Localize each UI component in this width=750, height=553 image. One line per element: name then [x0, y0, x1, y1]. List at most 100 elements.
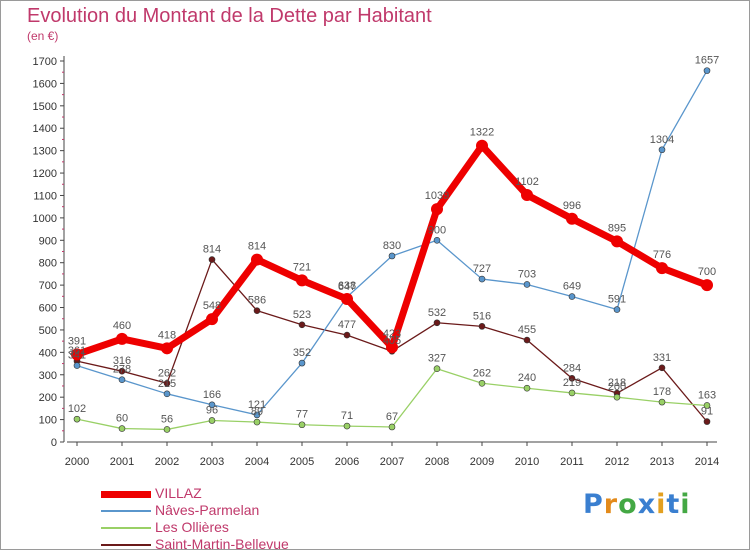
y-tick-label: 1000 [33, 213, 57, 225]
point-les-ollieres [613, 393, 621, 401]
point-villaz [296, 274, 308, 287]
point-villaz [521, 189, 533, 202]
point-naves-parmelan [163, 390, 171, 398]
data-label-saint-martin-bellevue: 455 [518, 324, 536, 336]
y-tick-label: 1200 [33, 168, 57, 180]
y-tick-label: 1700 [33, 56, 57, 68]
data-label-naves-parmelan: 591 [608, 294, 626, 306]
data-label-les-ollieres: 71 [341, 410, 353, 422]
data-label-les-ollieres: 163 [698, 389, 716, 401]
data-label-saint-martin-bellevue: 331 [653, 352, 671, 364]
data-label-villaz: 1102 [515, 176, 539, 188]
point-les-ollieres [703, 402, 711, 409]
point-saint-martin-bellevue [343, 331, 351, 339]
y-tick-label: 200 [39, 392, 57, 404]
x-tick-label: 2011 [560, 456, 584, 468]
point-villaz [386, 341, 398, 354]
legend-swatch [101, 510, 151, 512]
point-villaz [71, 348, 83, 361]
chart-title: Evolution du Montant de la Dette par Hab… [27, 5, 432, 27]
data-label-les-ollieres: 89 [251, 406, 263, 418]
data-label-villaz: 996 [563, 200, 581, 212]
point-naves-parmelan [298, 359, 306, 367]
x-tick-label: 2010 [515, 456, 539, 468]
point-les-ollieres [388, 423, 396, 431]
x-tick-label: 2014 [695, 456, 719, 468]
point-saint-martin-bellevue [523, 336, 531, 344]
y-tick-label: 1300 [33, 146, 57, 158]
y-tick-label: 1600 [33, 78, 57, 90]
data-label-villaz: 423 [383, 328, 401, 340]
point-naves-parmelan [613, 306, 621, 313]
point-villaz [251, 253, 263, 266]
data-label-saint-martin-bellevue: 316 [113, 355, 131, 367]
data-label-les-ollieres: 240 [518, 372, 536, 384]
data-label-les-ollieres: 262 [473, 367, 491, 379]
point-les-ollieres [298, 421, 306, 429]
data-label-saint-martin-bellevue: 284 [563, 362, 581, 374]
x-tick-label: 2008 [425, 456, 449, 468]
point-villaz [341, 293, 353, 306]
unit-label: (en €) [27, 29, 59, 43]
point-les-ollieres [253, 418, 261, 426]
data-label-naves-parmelan: 121 [248, 399, 266, 411]
data-label-naves-parmelan: 1304 [650, 134, 674, 146]
point-naves-parmelan [703, 67, 711, 74]
y-tick-label: 700 [39, 280, 57, 292]
point-les-ollieres [343, 422, 351, 430]
data-label-les-ollieres: 77 [296, 409, 308, 421]
point-saint-martin-bellevue [703, 418, 711, 425]
proxiti-logo: Proxiti [583, 489, 691, 520]
y-tick-label: 400 [39, 347, 57, 359]
logo-letter: i [680, 489, 691, 520]
data-label-saint-martin-bellevue: 405 [383, 335, 401, 347]
point-saint-martin-bellevue [163, 379, 171, 387]
data-label-naves-parmelan: 830 [383, 240, 401, 252]
point-saint-martin-bellevue [658, 364, 666, 372]
point-naves-parmelan [118, 376, 126, 383]
point-naves-parmelan [523, 281, 531, 288]
point-naves-parmelan [658, 146, 666, 154]
legend-swatch [101, 527, 151, 529]
point-les-ollieres [433, 365, 441, 373]
data-label-saint-martin-bellevue: 516 [473, 310, 491, 322]
data-label-villaz: 1322 [470, 127, 494, 139]
y-tick-label: 300 [39, 370, 57, 382]
data-labels: 361 316 262 814 586 523 477 405 532 516 455 284 218 3… [68, 55, 719, 426]
data-label-villaz: 895 [608, 222, 626, 234]
x-tick-label: 2003 [200, 456, 224, 468]
y-tick-label: 600 [39, 303, 57, 315]
series-points [71, 67, 713, 433]
legend-label: Nâves-Parmelan [155, 502, 260, 518]
x-tick-label: 2000 [65, 456, 89, 468]
point-naves-parmelan [433, 236, 441, 244]
x-tick-label: 2004 [245, 456, 269, 468]
data-label-villaz: 1039 [425, 190, 449, 202]
point-saint-martin-bellevue [568, 375, 576, 382]
point-les-ollieres [568, 389, 576, 397]
logo-letter: x [637, 489, 657, 520]
data-label-naves-parmelan: 278 [113, 364, 131, 376]
point-les-ollieres [208, 417, 216, 424]
point-naves-parmelan [73, 362, 81, 369]
point-saint-martin-bellevue [208, 256, 216, 263]
x-tick-label: 2002 [155, 456, 179, 468]
point-villaz [701, 279, 713, 292]
point-villaz [206, 313, 218, 326]
point-les-ollieres [118, 425, 126, 432]
data-label-villaz: 700 [698, 266, 716, 278]
data-label-villaz: 776 [653, 249, 671, 261]
point-les-ollieres [163, 426, 171, 433]
data-label-villaz: 391 [68, 335, 86, 347]
data-label-naves-parmelan: 647 [338, 281, 356, 293]
point-saint-martin-bellevue [253, 307, 261, 314]
y-tick-label: 1100 [33, 190, 57, 202]
point-naves-parmelan [208, 401, 216, 409]
data-label-les-ollieres: 200 [608, 381, 626, 393]
data-label-naves-parmelan: 727 [473, 263, 491, 275]
y-tick-label: 1500 [33, 101, 57, 113]
legend-swatch [101, 544, 151, 546]
data-label-naves-parmelan: 215 [158, 378, 176, 390]
logo-letter: r [603, 489, 619, 520]
